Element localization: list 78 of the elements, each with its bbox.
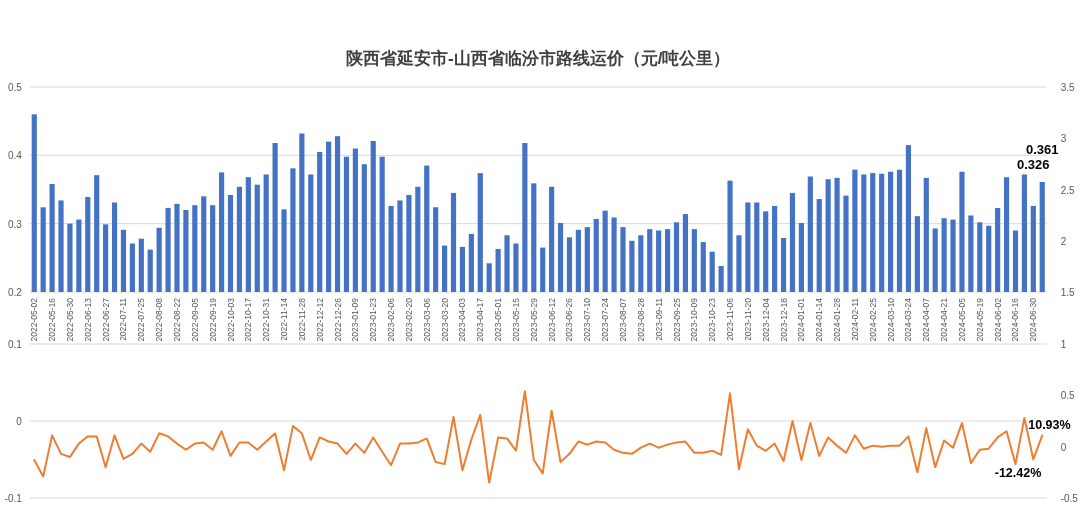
x-tick-label: 2022-10-03 [225, 297, 236, 342]
y-tick-label: 0.3 [7, 218, 23, 230]
x-tick-label: 2022-08-08 [154, 297, 165, 342]
x-tick-label: 2023-05-15 [510, 297, 521, 342]
y2-tick-label: 2.5 [1060, 184, 1076, 196]
x-tick-label: 2023-05-01 [493, 297, 504, 342]
x-tick-label: 2023-12-04 [760, 297, 771, 342]
x-tick-label: 2024-03-10 [885, 297, 896, 342]
x-tick-label: 2022-05-16 [47, 297, 58, 342]
x-tick-label: 2023-04-03 [457, 297, 468, 342]
chart-title: 陕西省延安市-山西省临汾市路线运价（元/吨公里） [346, 49, 731, 68]
y-tick-label: -0.1 [4, 493, 23, 504]
data-label: -12.42% [994, 466, 1042, 481]
x-tick-label: 2023-04-17 [475, 297, 486, 342]
x-tick-label: 2024-04-21 [939, 297, 950, 342]
x-tick-label: 2022-11-14 [279, 297, 290, 341]
y-tick-label: 0.2 [7, 287, 23, 298]
x-tick-label: 2022-05-30 [64, 297, 75, 342]
x-tick-label: 2024-06-30 [1028, 297, 1039, 342]
x-tick-label: 2024-03-24 [903, 297, 914, 342]
x-tick-label: 2023-05-29 [528, 297, 539, 342]
y2-tick-label: 0.5 [1060, 390, 1076, 402]
x-tick-label: 2022-06-13 [82, 297, 93, 342]
x-tick-label: 2023-11-06 [725, 297, 736, 341]
x-tick-label: 2024-01-01 [796, 297, 807, 342]
y2-tick-label: 1 [1060, 339, 1067, 350]
x-tick-label: 2022-09-05 [189, 297, 200, 342]
x-tick-label: 2024-01-14 [814, 297, 825, 342]
x-tick-label: 2022-10-31 [261, 297, 272, 342]
x-tick-label: 2023-02-20 [403, 297, 414, 342]
x-tick-label: 2022-11-28 [296, 297, 307, 341]
x-tick-label: 2023-07-24 [600, 297, 611, 342]
y-tick-label: 0.5 [7, 82, 23, 93]
y-tick-label: 0.4 [7, 150, 23, 162]
x-tick-label: 2023-09-25 [671, 297, 682, 342]
x-tick-label: 2022-05-02 [29, 297, 40, 342]
x-tick-label: 2024-04-07 [921, 297, 932, 342]
x-tick-label: 2023-12-18 [778, 297, 789, 342]
x-tick-label: 2023-11-20 [742, 297, 753, 341]
x-tick-label: 2022-12-12 [314, 297, 325, 342]
x-tick-label: 2023-09-11 [653, 297, 664, 341]
data-label: 0.361 [1025, 142, 1059, 158]
y2-tick-label: -0.5 [1060, 493, 1079, 504]
y-tick-label: 0 [16, 416, 23, 427]
y2-tick-label: 3 [1060, 133, 1067, 145]
x-tick-label: 2023-06-26 [564, 297, 575, 342]
x-tick-label: 2022-07-11 [118, 297, 129, 341]
x-tick-label: 2024-02-25 [867, 297, 878, 342]
data-label: 0.326 [1017, 157, 1050, 173]
data-label: 10.93% [1028, 418, 1071, 433]
y2-tick-label: 2 [1060, 235, 1067, 247]
y2-tick-label: 3.5 [1060, 82, 1076, 93]
x-tick-label: 2024-01-28 [832, 297, 843, 342]
x-tick-label: 2024-05-19 [974, 297, 985, 342]
y2-tick-label: 0 [1060, 441, 1067, 453]
x-tick-label: 2023-07-10 [582, 297, 593, 342]
x-tick-label: 2023-03-06 [421, 297, 432, 342]
y-tick-label: 0.1 [7, 339, 23, 350]
x-tick-label: 2022-08-22 [171, 297, 182, 342]
x-tick-label: 2023-10-23 [707, 297, 718, 342]
x-tick-label: 2023-06-12 [546, 297, 557, 342]
x-tick-label: 2022-07-25 [136, 297, 147, 342]
x-tick-label: 2024-06-02 [992, 297, 1003, 342]
x-tick-label: 2024-02-11 [849, 297, 860, 341]
x-tick-label: 2023-08-07 [617, 297, 628, 342]
y2-tick-label: 1.5 [1060, 287, 1076, 298]
x-tick-label: 2023-01-23 [368, 297, 379, 342]
x-tick-label: 2024-06-16 [1010, 297, 1021, 342]
x-tick-label: 2023-10-09 [689, 297, 700, 342]
x-tick-label: 2024-05-05 [956, 297, 967, 342]
x-tick-label: 2022-10-17 [243, 297, 254, 342]
x-tick-label: 2023-02-06 [386, 297, 397, 342]
x-tick-label: 2023-03-20 [439, 297, 450, 342]
x-tick-label: 2022-06-27 [100, 297, 111, 342]
x-tick-label: 2022-09-19 [207, 297, 218, 342]
x-tick-label: 2022-12-26 [332, 297, 343, 342]
x-tick-label: 2023-08-28 [635, 297, 646, 342]
x-tick-label: 2023-01-09 [350, 297, 361, 342]
